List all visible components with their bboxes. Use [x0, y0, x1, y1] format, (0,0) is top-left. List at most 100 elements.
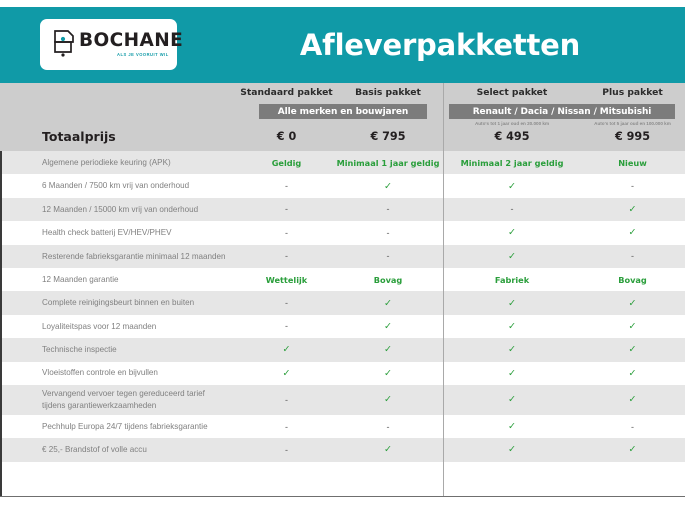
feature-value-plus: Nieuw — [618, 157, 647, 168]
group-divider — [443, 461, 445, 496]
group-divider — [443, 414, 445, 439]
brand-logo-card: BOCHANE ALS JE VOORUIT WIL — [40, 19, 183, 70]
row-left-edge — [0, 314, 2, 339]
price-basis: € 795 — [370, 130, 406, 143]
feature-label-line: Vloeistoffen controle en bijvullen — [42, 368, 158, 378]
table-row: € 25,- Brandstof of volle accu - ✓ ✓ ✓ — [0, 438, 685, 462]
column-header-plus: Plus pakket — [602, 87, 663, 98]
group-divider — [443, 244, 445, 268]
feature-label: Vloeistoffen controle en bijvullen — [42, 362, 158, 385]
group-divider — [443, 338, 445, 362]
row-left-edge — [0, 361, 2, 385]
table-row: Vloeistoffen controle en bijvullen ✓ ✓ ✓ ✓ — [0, 361, 685, 385]
group-divider — [443, 291, 445, 315]
feature-value-basis: ✓ — [384, 394, 392, 406]
row-left-edge — [0, 151, 2, 175]
column-note-select: Auto's tot 1 jaar oud en 20.000 km — [474, 121, 550, 126]
feature-label-line: Pechhulp Europa 24/7 tijdens fabrieksgar… — [42, 421, 208, 431]
feature-label-line: Health check batterij EV/HEV/PHEV — [42, 228, 172, 238]
table-row: 12 Maanden / 15000 km vrij van onderhoud… — [0, 197, 685, 222]
feature-value-select: ✓ — [508, 344, 516, 356]
feature-value-plus: ✓ — [628, 320, 637, 332]
feature-value-basis: ✓ — [384, 444, 392, 456]
bochane-logo-icon — [54, 30, 74, 57]
group-divider — [443, 151, 445, 175]
feature-value-select: ✓ — [508, 444, 516, 456]
row-left-edge — [0, 197, 2, 222]
row-left-edge — [0, 174, 2, 198]
feature-value-plus: - — [631, 421, 634, 432]
feature-label: Technische inspectie — [42, 338, 117, 361]
feature-value-plus: ✓ — [628, 203, 637, 215]
feature-value-standaard: ✓ — [282, 367, 291, 379]
feature-value-select: ✓ — [508, 394, 516, 406]
row-left-edge — [0, 221, 2, 245]
column-header-standaard: Standaard pakket — [240, 87, 333, 98]
feature-label: Pechhulp Europa 24/7 tijdens fabrieksgar… — [42, 415, 208, 438]
table-row: Vervangend vervoer tegen gereduceerd tar… — [0, 384, 685, 415]
feature-value-select: ✓ — [508, 320, 516, 332]
feature-value-standaard: - — [285, 227, 288, 238]
feature-value-plus: Bovag — [618, 274, 647, 285]
feature-value-basis: ✓ — [384, 297, 392, 309]
group-divider — [443, 221, 445, 245]
table-row: Pechhulp Europa 24/7 tijdens fabrieksgar… — [0, 414, 685, 439]
table-row: Technische inspectie ✓ ✓ ✓ ✓ — [0, 338, 685, 362]
feature-value-basis: ✓ — [384, 367, 392, 379]
feature-label-line: € 25,- Brandstof of volle accu — [42, 445, 147, 455]
feature-value-standaard: - — [285, 251, 288, 262]
feature-label: € 25,- Brandstof of volle accu — [42, 438, 147, 461]
feature-value-basis: Minimaal 1 jaar geldig — [336, 157, 440, 168]
feature-value-select: Fabriek — [494, 274, 530, 285]
feature-value-basis: - — [386, 421, 390, 432]
price-select: € 495 — [494, 130, 530, 143]
group-divider — [443, 438, 445, 462]
feature-value-basis: ✓ — [384, 180, 392, 192]
feature-value-basis: - — [386, 251, 390, 262]
feature-value-select: ✓ — [508, 367, 516, 379]
feature-label: Resterende fabrieksgarantie minimaal 12 … — [42, 245, 226, 268]
row-left-edge — [0, 461, 2, 496]
feature-label: Algemene periodieke keuring (APK) — [42, 151, 171, 174]
feature-value-basis: - — [386, 204, 390, 215]
hero-banner: BOCHANE ALS JE VOORUIT WIL Afleverpakket… — [0, 7, 685, 83]
column-header-basis: Basis pakket — [355, 87, 421, 98]
table-row: Algemene periodieke keuring (APK) Geldig M… — [0, 151, 685, 175]
group-divider — [443, 197, 445, 222]
feature-label-line: tijdens garantiewerkzaamheden — [42, 400, 157, 410]
feature-value-basis: ✓ — [384, 344, 392, 356]
feature-label: Health check batterij EV/HEV/PHEV — [42, 221, 172, 244]
feature-value-plus: ✓ — [628, 444, 637, 456]
row-left-edge — [0, 338, 2, 362]
feature-label: 12 Maanden garantie — [42, 268, 119, 291]
feature-value-select: ✓ — [508, 421, 516, 433]
feature-value-standaard: - — [285, 421, 288, 432]
feature-value-plus: ✓ — [628, 394, 637, 406]
group-divider — [443, 361, 445, 385]
group-divider — [443, 83, 445, 151]
group-divider — [443, 174, 445, 198]
feature-label-line: Technische inspectie — [42, 345, 117, 355]
feature-value-plus: - — [631, 181, 634, 192]
table-row — [0, 461, 685, 496]
feature-value-select: ✓ — [508, 250, 516, 262]
feature-value-select: ✓ — [508, 227, 516, 239]
row-left-edge — [0, 414, 2, 439]
feature-label: 6 Maanden / 7500 km vrij van onderhoud — [42, 174, 189, 197]
features-table: Algemene periodieke keuring (APK) Geldig M… — [0, 151, 685, 498]
price-standaard: € 0 — [276, 130, 297, 143]
feature-label: Complete reinigingsbeurt binnen en buite… — [42, 291, 194, 314]
feature-value-plus: ✓ — [628, 367, 637, 379]
feature-value-select: ✓ — [508, 180, 516, 192]
table-row: 6 Maanden / 7500 km vrij van onderhoud - ✓… — [0, 174, 685, 198]
brand-logo-wordmark: BOCHANE — [79, 30, 184, 51]
feature-value-standaard: Wettelijk — [265, 274, 308, 285]
feature-label-line: Complete reinigingsbeurt binnen en buite… — [42, 298, 195, 308]
table-bottom-border — [0, 495, 685, 498]
feature-value-basis: - — [386, 227, 390, 238]
feature-value-standaard: Geldig — [271, 157, 302, 168]
feature-value-standaard: - — [285, 321, 288, 332]
row-left-edge — [0, 267, 2, 292]
feature-value-select: ✓ — [508, 297, 516, 309]
